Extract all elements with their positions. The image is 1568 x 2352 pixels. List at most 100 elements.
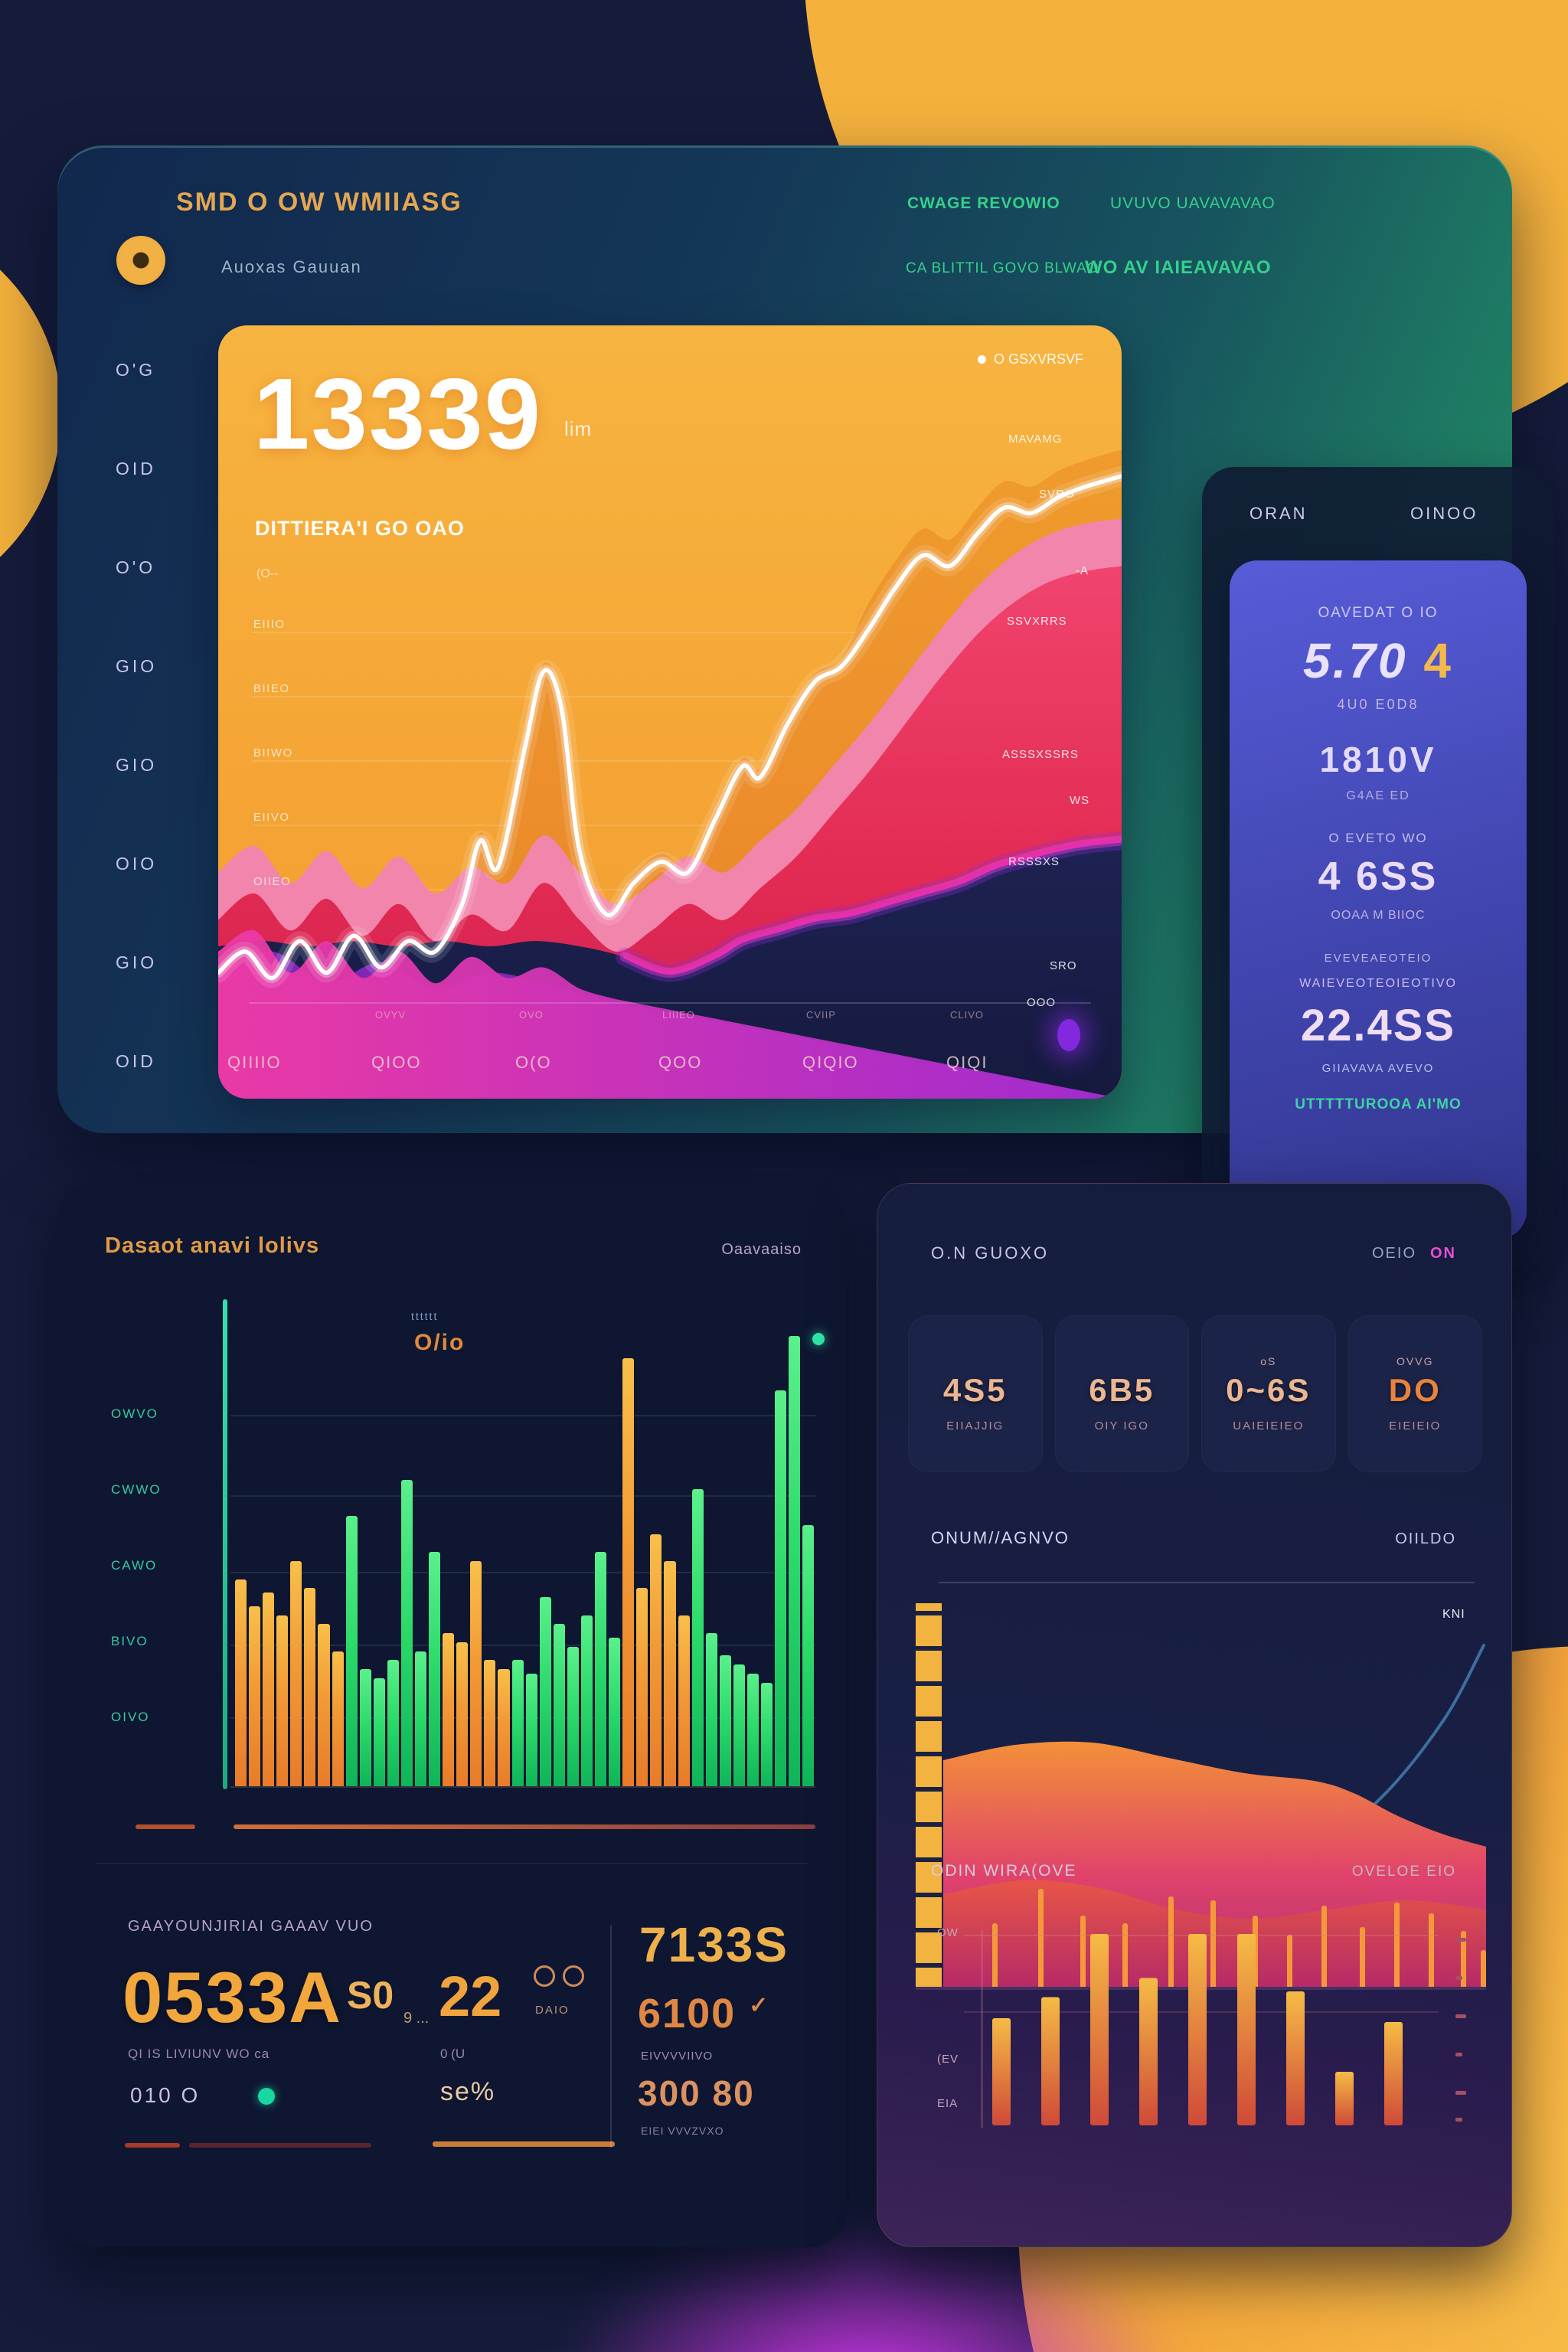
nav-link-0[interactable]: CWAGE REVOWIO (907, 194, 1060, 212)
insights-bar-chart (920, 1900, 1478, 2141)
summary-footer-link[interactable]: UTTTTTUROOA AI'MO (1295, 1096, 1462, 1112)
y-axis-label-4: OIIEO (253, 875, 292, 888)
tab-oran[interactable]: ORAN (1250, 504, 1308, 523)
activity-y-label-0: OWVO (111, 1406, 158, 1421)
insights-action-pink[interactable]: ON (1430, 1245, 1456, 1262)
stats-value-secondary: 22 (439, 1965, 502, 2028)
summary-value-4: 22.4SS (1300, 1001, 1456, 1050)
activity-bar-5 (304, 1588, 316, 1786)
sidebar-item-7[interactable]: OID (116, 1051, 156, 1071)
x-axis-label-2: O(O (515, 1053, 552, 1072)
activity-bar-7 (332, 1651, 344, 1786)
insights-title: O.N GUOXO (931, 1243, 1050, 1263)
activity-bar-32 (678, 1615, 690, 1786)
stats-right-label-3: EIEI VVVZVXO (641, 2125, 724, 2137)
sidebar-item-5[interactable]: OIO (116, 854, 158, 874)
insight-card-label-2: UAIEIEIEO (1233, 1419, 1305, 1432)
ring-icon[interactable] (534, 1965, 555, 1987)
series-label-8: OOO (1027, 996, 1057, 1009)
stats-row-percent: se% (440, 2077, 496, 2106)
divider (96, 1863, 808, 1864)
summary-label-1: OAVEDAT O IO (1318, 605, 1439, 621)
stats-value-main: 0533A (122, 1957, 342, 2037)
activity-action-link[interactable]: Oaavaaiso (721, 1241, 802, 1258)
activity-bar-9 (359, 1669, 371, 1786)
sidebar-item-0[interactable]: O'G (116, 360, 156, 380)
section3-title: ODIN WIRA(OVE (931, 1862, 1077, 1880)
series-label-6: RSSSXS (1008, 855, 1060, 868)
check-icon: ✓ (749, 1993, 770, 2018)
nav-link-1[interactable]: UVUVO UAVAVAVAO (1110, 194, 1276, 212)
x-axis-tick-1: OVO (519, 1009, 544, 1021)
insight-card-sup-3: OVVG (1396, 1355, 1434, 1367)
background-circle-left (0, 214, 61, 612)
insights-actions: OEIO ON (1372, 1245, 1456, 1263)
activity-panel: Dasaot anavi lolivs Oaavaaiso tttttt O/i… (57, 1183, 846, 2247)
sidebar-item-3[interactable]: GIO (116, 656, 158, 676)
summary-value-3: 4 6SS (1318, 854, 1439, 899)
activity-bar-2 (263, 1592, 275, 1786)
gridline-3 (230, 1645, 815, 1646)
tooltip-label: tttttt (411, 1310, 439, 1322)
activity-y-label-2: CAWO (111, 1558, 158, 1573)
activity-bar-3 (276, 1615, 289, 1786)
sidebar-item-6[interactable]: GIO (116, 952, 158, 972)
stats-right-value-3: 300 80 (638, 2073, 755, 2113)
series-label-4: ASSSXSSRS (1002, 748, 1079, 761)
stats-row-value: 010 O (130, 2083, 201, 2107)
summary-sub-4: GIIAVAVA AVEVO (1321, 1062, 1435, 1075)
ring-icon[interactable] (563, 1965, 584, 1987)
activity-bar-17 (470, 1561, 482, 1786)
activity-bar-30 (650, 1534, 662, 1786)
insight-card-2[interactable]: oS 0~6S UAIEIEIEO (1201, 1315, 1336, 1472)
insight-card-label-3: EIEIEIO (1389, 1419, 1442, 1432)
insight-card-1[interactable]: 6B5 OIY IGO (1054, 1315, 1189, 1472)
scrollbar-handle[interactable] (136, 1824, 195, 1829)
stats-right-label-2: EIVVVVIIVO (641, 2050, 714, 2063)
insights-action-gray[interactable]: OEIO (1371, 1245, 1416, 1262)
avatar[interactable] (116, 236, 165, 285)
insight-card-label-1: OIY IGO (1094, 1419, 1149, 1432)
x-axis-label-5: QIQI (946, 1053, 988, 1072)
tab-oinoo[interactable]: OINOO (1410, 504, 1478, 523)
section3-action[interactable]: OVELOE EIO (1351, 1864, 1456, 1880)
vertical-divider (610, 1926, 612, 2148)
insights-bar-y-label-2: EIA (937, 2097, 959, 2110)
insight-card-3[interactable]: OVVG DO EIEIEIO (1348, 1315, 1482, 1472)
activity-bar-20 (511, 1660, 524, 1786)
activity-bar-37 (746, 1674, 759, 1786)
activity-bar-22 (539, 1597, 551, 1786)
activity-bar-13 (415, 1651, 427, 1786)
sidebar-item-4[interactable]: GIO (116, 755, 158, 775)
nav-link-2[interactable]: CA BLITTIL GOVO BLWAO (906, 260, 1099, 276)
page-subtitle: Auoxas Gauuan (221, 257, 362, 276)
page-title: SMD O OW WMIIASG (176, 188, 462, 217)
insight-card-value-1: 6B5 (1089, 1372, 1155, 1408)
insight-card-label-0: EIIAJJIG (946, 1419, 1004, 1432)
sidebar-item-2[interactable]: O'O (116, 557, 156, 577)
summary-value-1: 5.70 4 (1303, 632, 1453, 689)
x-axis-tick-0: OVYV (375, 1009, 407, 1021)
sidebar-item-1[interactable]: OID (116, 459, 156, 479)
nav-link-3[interactable]: WO AV IAIEAVAVAO (1085, 257, 1272, 278)
summary-value-1a: 5.70 (1303, 633, 1408, 688)
scrollbar-track[interactable] (234, 1824, 815, 1829)
underline-muted (189, 2143, 371, 2148)
activity-bar-39 (775, 1390, 787, 1786)
summary-label-3: O EVETO WO (1328, 831, 1428, 845)
activity-bar-23 (553, 1624, 565, 1786)
x-axis-label-4: QIQIO (802, 1053, 859, 1072)
teal-dot-icon (258, 2088, 275, 2105)
chart-marker-dot (1057, 1019, 1080, 1051)
activity-bar-25 (580, 1615, 593, 1786)
gridline-5 (230, 1786, 815, 1788)
section2-action[interactable]: OIILDO (1395, 1530, 1456, 1547)
insight-card-0[interactable]: 4S5 EIIAJJIG (908, 1315, 1043, 1472)
activity-bar-10 (373, 1677, 385, 1786)
activity-bar-35 (719, 1655, 731, 1786)
series-label-1: SVRO (1039, 488, 1075, 501)
activity-bar-chart (235, 1336, 815, 1786)
activity-y-label-4: OIVO (111, 1710, 150, 1724)
kpi-unit: lim (564, 417, 593, 440)
